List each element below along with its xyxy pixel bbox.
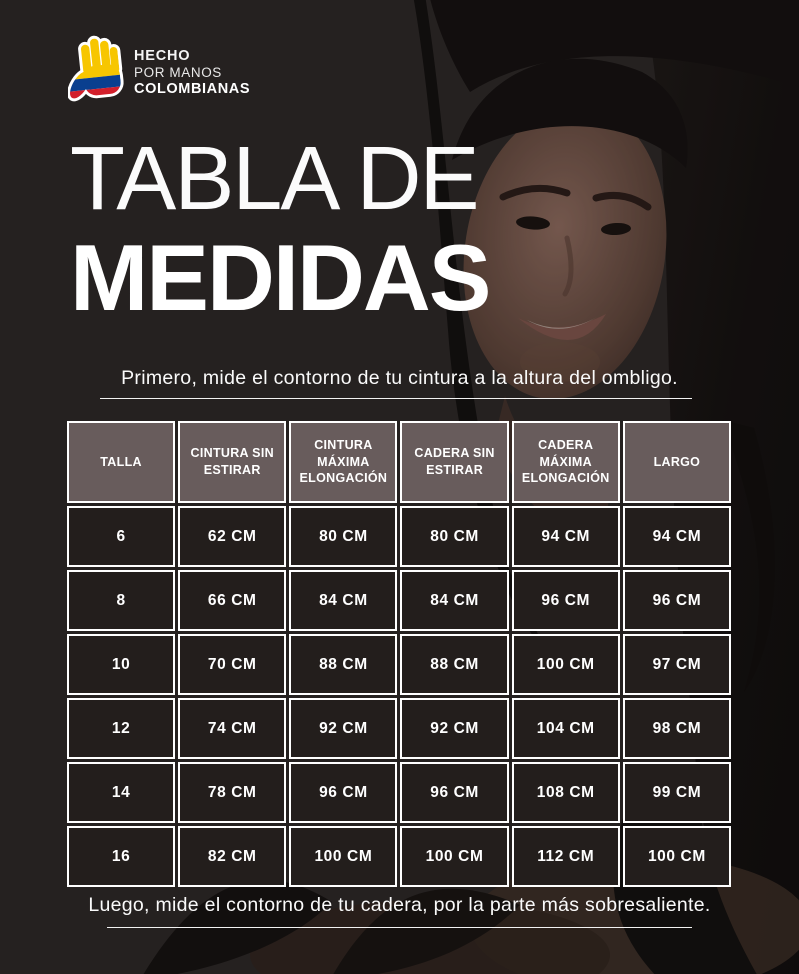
measure-cell: 100 CM: [289, 826, 398, 887]
measure-cell: 97 CM: [622, 634, 731, 695]
waist-instruction-text: Primero, mide el contorno de tu cintura …: [121, 367, 678, 389]
column-header: CADERA SIN ESTIRAR: [400, 421, 509, 503]
colombian-hand-icon: [68, 35, 124, 102]
logo-word-hecho: HECHO: [134, 48, 191, 64]
measure-cell: 104 CM: [511, 698, 620, 759]
measure-cell: 96 CM: [622, 570, 731, 631]
table-row: 14 78 CM 96 CM 96 CM 108 CM 99 CM: [67, 762, 731, 823]
divider-line: [100, 398, 692, 399]
measure-cell: 80 CM: [400, 506, 509, 567]
brand-logo-text: HECHO POR MANOS COLOMBIANAS: [134, 48, 250, 98]
measure-cell: 96 CM: [289, 762, 398, 823]
table-row: 10 70 CM 88 CM 88 CM 100 CM 97 CM: [67, 634, 731, 695]
logo-word-por-manos: POR MANOS: [134, 65, 222, 81]
measure-cell: 78 CM: [178, 762, 287, 823]
measure-cell: 100 CM: [622, 826, 731, 887]
measure-cell: 96 CM: [511, 570, 620, 631]
measure-cell: 74 CM: [178, 698, 287, 759]
measure-cell: 84 CM: [289, 570, 398, 631]
divider-line: [107, 927, 692, 928]
measure-cell: 100 CM: [511, 634, 620, 695]
header-row: TALLA CINTURA SIN ESTIRAR CINTURA MÁXIMA E…: [67, 421, 731, 503]
page-title-line2: MEDIDAS: [70, 225, 491, 330]
measure-cell: 96 CM: [400, 762, 509, 823]
size-cell: 14: [67, 762, 176, 823]
size-cell: 12: [67, 698, 176, 759]
measure-cell: 84 CM: [400, 570, 509, 631]
hip-instruction-text: Luego, mide el contorno de tu cadera, po…: [88, 894, 711, 916]
size-cell: 8: [67, 570, 176, 631]
measure-cell: 82 CM: [178, 826, 287, 887]
size-table-header: TALLA CINTURA SIN ESTIRAR CINTURA MÁXIMA E…: [67, 421, 731, 503]
size-table-body: 6 62 CM 80 CM 80 CM 94 CM 94 CM 8 66 CM 84 CM 84 …: [67, 506, 731, 887]
measure-cell: 112 CM: [511, 826, 620, 887]
measure-cell: 80 CM: [289, 506, 398, 567]
size-cell: 6: [67, 506, 176, 567]
measure-cell: 62 CM: [178, 506, 287, 567]
measure-cell: 94 CM: [622, 506, 731, 567]
column-header: CINTURA SIN ESTIRAR: [178, 421, 287, 503]
measure-cell: 92 CM: [289, 698, 398, 759]
table-row: 12 74 CM 92 CM 92 CM 104 CM 98 CM: [67, 698, 731, 759]
measure-cell: 98 CM: [622, 698, 731, 759]
measure-cell: 108 CM: [511, 762, 620, 823]
column-header: TALLA: [67, 421, 176, 503]
measure-cell: 66 CM: [178, 570, 287, 631]
brand-logo: HECHO POR MANOS COLOMBIANAS: [68, 32, 250, 112]
measure-cell: 99 CM: [622, 762, 731, 823]
measure-cell: 70 CM: [178, 634, 287, 695]
measure-cell: 88 CM: [400, 634, 509, 695]
size-table: TALLA CINTURA SIN ESTIRAR CINTURA MÁXIMA E…: [64, 418, 734, 890]
measure-cell: 94 CM: [511, 506, 620, 567]
column-header: LARGO: [622, 421, 731, 503]
table-row: 6 62 CM 80 CM 80 CM 94 CM 94 CM: [67, 506, 731, 567]
measure-cell: 92 CM: [400, 698, 509, 759]
size-cell: 10: [67, 634, 176, 695]
column-header: CINTURA MÁXIMA ELONGACIÓN: [289, 421, 398, 503]
page-title: TABLA DE MEDIDAS: [70, 129, 491, 330]
logo-word-colombianas: COLOMBIANAS: [134, 81, 251, 98]
column-header: CADERA MÁXIMA ELONGACIÓN: [511, 421, 620, 503]
measure-cell: 88 CM: [289, 634, 398, 695]
table-row: 16 82 CM 100 CM 100 CM 112 CM 100 CM: [67, 826, 731, 887]
page-title-line1: TABLA DE: [70, 129, 480, 229]
table-row: 8 66 CM 84 CM 84 CM 96 CM 96 CM: [67, 570, 731, 631]
measure-cell: 100 CM: [400, 826, 509, 887]
size-cell: 16: [67, 826, 176, 887]
